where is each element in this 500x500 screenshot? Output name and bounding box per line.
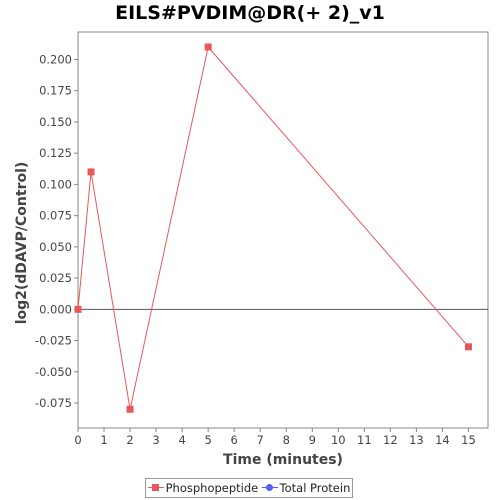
legend-item-phosphopeptide: Phosphopeptide [147, 481, 259, 495]
data-point [74, 305, 82, 313]
x-tick-label: 7 [257, 433, 264, 447]
y-tick-label: -0.025 [35, 334, 72, 348]
x-tick-label: 11 [357, 433, 372, 447]
x-tick-label: 12 [383, 433, 398, 447]
x-tick-label: 0 [74, 433, 81, 447]
legend-swatch-total-protein [261, 483, 278, 493]
series-layer [74, 43, 472, 413]
x-tick-label: 1 [100, 433, 107, 447]
chart-title: EILS#PVDIM@DR(+ 2)_v1 [115, 2, 385, 24]
y-tick-label: 0.100 [39, 177, 72, 191]
data-point [204, 43, 212, 51]
x-tick-label: 5 [204, 433, 211, 447]
legend-label-phosphopeptide: Phosphopeptide [165, 481, 259, 495]
y-tick-label: 0.025 [39, 271, 72, 285]
legend: Phosphopeptide Total Protein [145, 478, 353, 498]
x-tick-label: 3 [152, 433, 159, 447]
y-tick-label: -0.050 [35, 365, 72, 379]
data-point [126, 405, 134, 413]
y-ticks: 0.200 0.175 0.150 0.125 0.100 0.075 0.050 0.025… [35, 52, 78, 410]
x-tick-label: 15 [461, 433, 476, 447]
data-point [464, 343, 472, 351]
legend-item-total-protein: Total Protein [261, 481, 351, 495]
x-ticks: 0 1 2 3 4 5 6 7 8 9 10 11 12 13 14 15 [74, 428, 476, 447]
y-tick-label: 0.175 [39, 84, 72, 98]
y-tick-label: 0.200 [39, 52, 72, 66]
legend-label-total-protein: Total Protein [279, 481, 351, 495]
x-axis-label: Time (minutes) [223, 452, 343, 468]
x-tick-label: 4 [178, 433, 185, 447]
y-tick-label: 0.000 [39, 302, 72, 316]
legend-swatch-phosphopeptide [147, 483, 164, 493]
x-tick-label: 6 [231, 433, 238, 447]
plot-frame [77, 31, 489, 429]
y-tick-label: 0.125 [39, 146, 72, 160]
y-tick-label: -0.075 [35, 396, 72, 410]
x-tick-label: 8 [283, 433, 290, 447]
x-tick-label: 14 [435, 433, 450, 447]
y-tick-label: 0.050 [39, 240, 72, 254]
x-tick-label: 13 [409, 433, 424, 447]
y-tick-label: 0.150 [39, 115, 72, 129]
data-point [87, 168, 95, 176]
x-tick-label: 10 [331, 433, 346, 447]
y-tick-label: 0.075 [39, 209, 72, 223]
x-tick-label: 9 [309, 433, 316, 447]
x-tick-label: 2 [126, 433, 133, 447]
